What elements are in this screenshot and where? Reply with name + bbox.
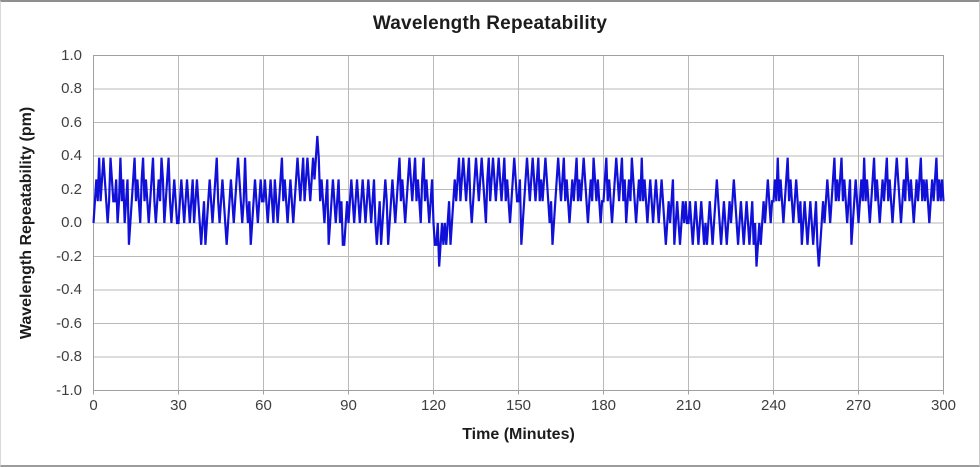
y-tick-label: 0.6: [61, 113, 82, 131]
y-tick-label: -0.4: [56, 281, 82, 298]
y-tick-label: 0.4: [61, 147, 82, 164]
x-tick-label: 60: [255, 397, 272, 414]
y-tick-label: 0.8: [61, 80, 82, 97]
x-tick-label: 90: [340, 397, 357, 414]
x-tick-label: 150: [505, 397, 532, 414]
x-tick-label: 30: [170, 397, 187, 414]
y-tick-label: -0.2: [56, 247, 82, 265]
y-tick-label: -0.6: [56, 314, 82, 332]
series-line: [92, 135, 945, 267]
x-tick-label: 210: [675, 397, 702, 414]
y-tick-label: 0.2: [61, 180, 82, 198]
y-tick-label: -1.0: [56, 381, 82, 399]
x-tick-label: 270: [845, 397, 872, 414]
y-tick-label: 1.0: [61, 46, 82, 64]
y-tick-label: -0.8: [56, 348, 82, 365]
x-tick-label: 240: [760, 397, 787, 414]
x-tick-label: 0: [89, 397, 98, 414]
x-tick-label: 120: [420, 397, 447, 414]
x-tick-label: 300: [930, 397, 957, 414]
x-tick-label: 180: [590, 397, 617, 414]
x-axis-title: Time (Minutes): [462, 426, 575, 443]
y-tick-label: 0.0: [61, 214, 82, 231]
chart-title: Wavelength Repeatability: [372, 13, 608, 34]
